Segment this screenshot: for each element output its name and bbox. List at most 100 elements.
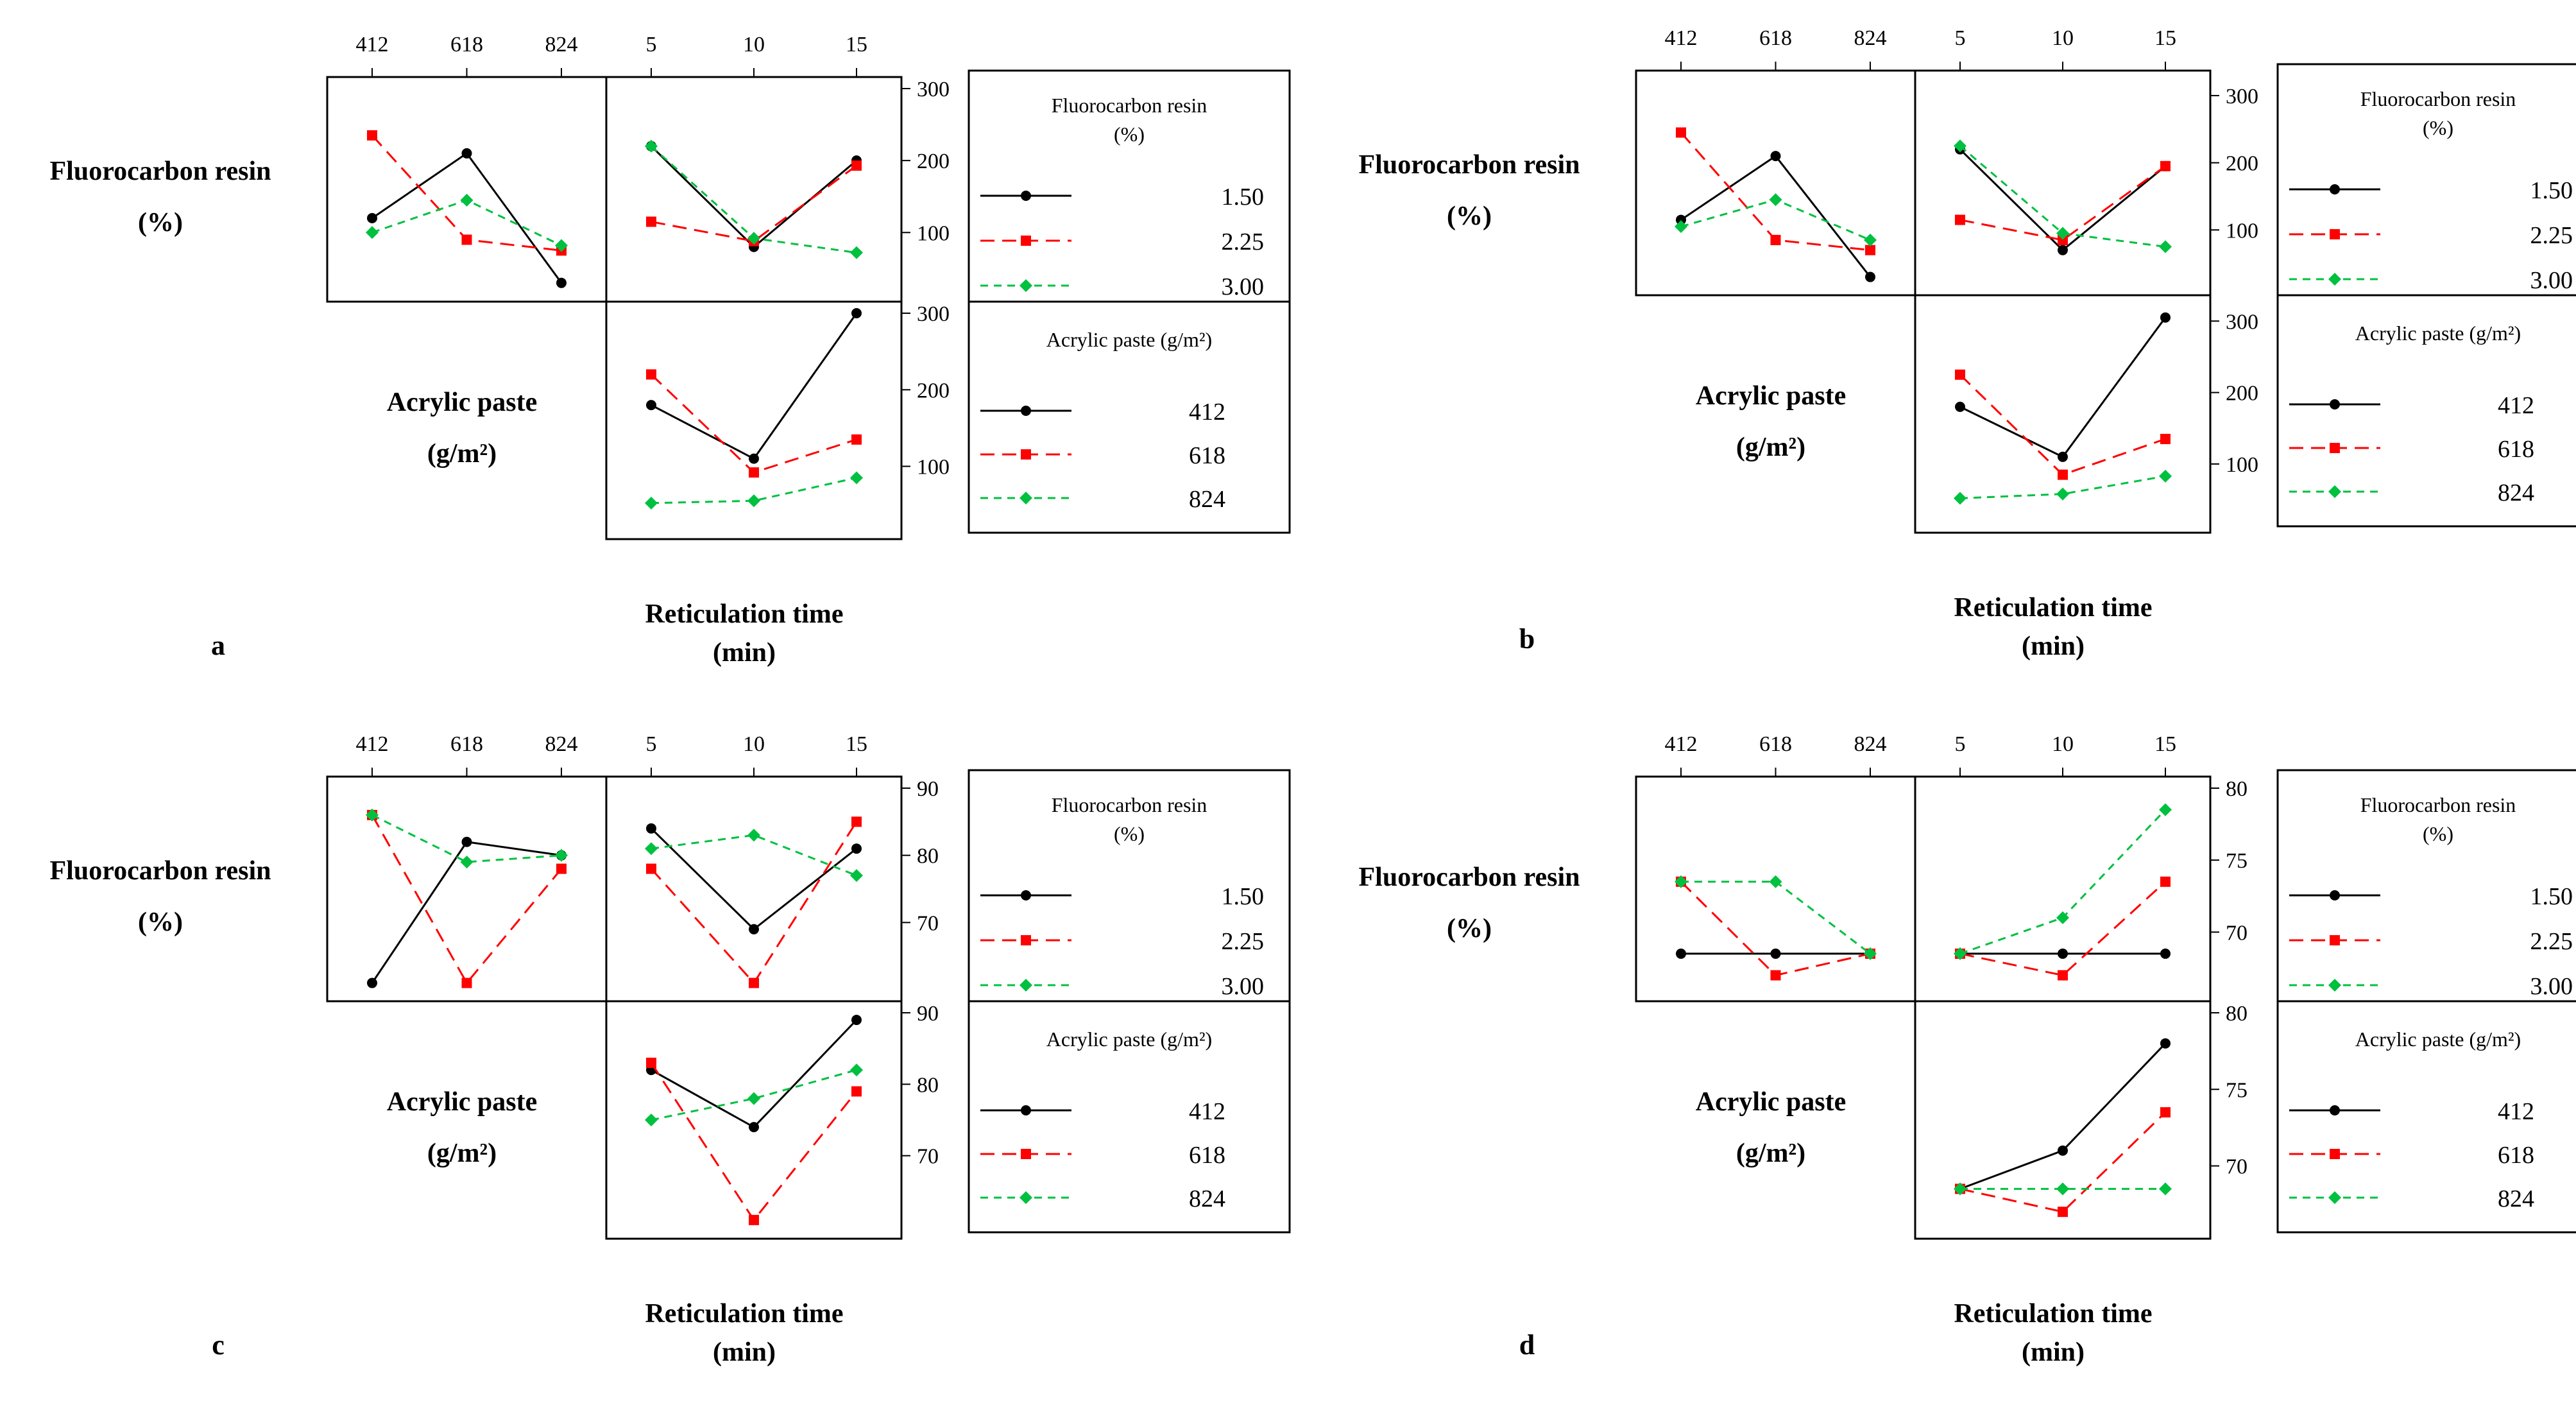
legend-marker xyxy=(1019,1191,1032,1204)
fr-vs-time-point xyxy=(2159,803,2172,816)
fr-vs-time-point xyxy=(749,977,759,988)
legend-title-fluorocarbon: Fluorocarbon resin xyxy=(2360,793,2516,816)
legend-marker xyxy=(1019,279,1032,292)
legend-acrylic-box xyxy=(968,300,1291,534)
legend-entry-acrylic: 618 xyxy=(2498,1142,2534,1169)
fr-vs-time-point xyxy=(646,216,656,227)
acrylic-vs-time-point xyxy=(851,1086,862,1097)
legend-marker xyxy=(1021,935,1031,945)
fr-vs-time-point xyxy=(1954,139,1966,153)
legend-title-fluorocarbon: Fluorocarbon resin xyxy=(1052,94,1207,117)
row-label-fluorocarbon-unit: (%) xyxy=(138,908,183,937)
fr-vs-acrylic-point xyxy=(461,148,472,159)
legend-marker xyxy=(2330,890,2340,900)
legend-marker xyxy=(1021,1105,1031,1115)
legend-entry-acrylic: 824 xyxy=(1189,1185,1225,1212)
fr-vs-acrylic-point xyxy=(367,130,377,141)
fr-vs-time-point xyxy=(646,863,656,874)
legend-marker xyxy=(1021,406,1031,416)
legend-entry-acrylic: 824 xyxy=(1189,486,1225,513)
legend-entry-acrylic: 618 xyxy=(1189,442,1225,469)
acrylic-vs-time-point xyxy=(850,1063,863,1077)
y-tick-label: 80 xyxy=(2226,777,2248,801)
x-tick-label-acrylic: 618 xyxy=(450,33,483,56)
legend-marker xyxy=(2328,485,2341,498)
legend-acrylic-box xyxy=(2276,1000,2576,1234)
fr-vs-time-line-2 xyxy=(650,821,858,985)
fr-vs-acrylic-point xyxy=(460,856,473,869)
fr-vs-acrylic-point xyxy=(1864,233,1877,246)
acrylic-vs-time-point xyxy=(749,1122,759,1133)
acrylic-vs-time-point xyxy=(851,434,862,445)
x-axis-unit: (min) xyxy=(713,638,776,667)
fr-vs-acrylic-point xyxy=(1675,875,1687,888)
row-label-fluorocarbon: Fluorocarbon resin xyxy=(1359,150,1580,180)
fr-vs-time-point xyxy=(2058,245,2068,255)
fr-vs-acrylic-point xyxy=(460,193,473,207)
acrylic-vs-time-point xyxy=(2058,451,2068,462)
x-axis-title: Reticulation time xyxy=(1954,1299,2152,1329)
legend-title-acrylic: Acrylic paste (g/m²) xyxy=(2355,1028,2521,1051)
fr-vs-acrylic-line-3 xyxy=(371,814,562,863)
legend-title-fluorocarbon: Fluorocarbon resin xyxy=(1052,793,1207,816)
fr-vs-acrylic-point xyxy=(1865,271,1875,282)
y-tick-label: 80 xyxy=(2226,1002,2248,1026)
acrylic-vs-time-point xyxy=(2058,1145,2068,1156)
fr-vs-acrylic-point xyxy=(461,977,472,988)
row-label-acrylic: Acrylic paste xyxy=(1696,1087,1846,1117)
fr-vs-acrylic-point xyxy=(366,226,379,239)
legend-entry-acrylic: 618 xyxy=(1189,1142,1225,1169)
x-tick-label-acrylic: 412 xyxy=(1665,26,1698,50)
fr-vs-time-point xyxy=(2160,160,2171,171)
y-tick-label: 200 xyxy=(2226,152,2258,176)
y-tick-label: 300 xyxy=(917,78,950,101)
y-tick-label: 75 xyxy=(2226,1078,2248,1102)
fr-vs-time-point xyxy=(645,139,658,153)
x-tick-label-time: 10 xyxy=(743,732,765,756)
fr-vs-time-point xyxy=(2058,970,2068,981)
legend-marker xyxy=(2330,1149,2340,1159)
row-label-acrylic-unit: (g/m²) xyxy=(427,439,497,469)
legend-entry-acrylic: 412 xyxy=(1189,399,1225,426)
y-tick-label: 75 xyxy=(2226,849,2248,873)
y-tick-label: 100 xyxy=(917,456,950,479)
fr-vs-time-point xyxy=(851,843,862,854)
fr-vs-time-point xyxy=(2058,948,2068,959)
x-axis-title: Reticulation time xyxy=(645,1299,843,1329)
acrylic-vs-time-point xyxy=(2058,1207,2068,1218)
legend-entry-fluorocarbon: 3.00 xyxy=(2530,973,2573,1000)
acrylic-vs-time-point xyxy=(2159,469,2172,483)
x-tick-label-time: 10 xyxy=(2052,26,2074,50)
legend-entry-fluorocarbon: 1.50 xyxy=(1222,184,1265,211)
fr-vs-acrylic-point xyxy=(1676,948,1686,959)
legend-acrylic-box xyxy=(2276,294,2576,528)
acrylic-vs-time-point xyxy=(2160,433,2171,444)
fr-vs-time-point xyxy=(747,232,760,245)
panel-d: 412 618 824 5 10 15 70 75 80 70 75 80 Fluorocarbon r… xyxy=(1359,732,2576,1367)
fr-vs-time-point xyxy=(2159,240,2172,254)
panel-letter: b xyxy=(1519,623,1535,655)
acrylic-vs-time-line-1 xyxy=(1959,316,2167,458)
acrylic-vs-time-point xyxy=(851,308,862,318)
fr-vs-time-point xyxy=(645,842,658,856)
legend-marker xyxy=(2330,443,2340,453)
fr-vs-acrylic-point xyxy=(555,239,568,252)
x-tick-label-acrylic: 412 xyxy=(1665,732,1698,756)
legend-entry-fluorocarbon: 1.50 xyxy=(2530,177,2573,204)
panel-c: 412 618 824 5 10 15 70 80 90 70 80 90 Fluorocarbon r… xyxy=(50,732,1291,1367)
fr-vs-time-point xyxy=(2058,234,2068,245)
legend-entry-acrylic: 824 xyxy=(2498,479,2534,506)
row-label-fluorocarbon: Fluorocarbon resin xyxy=(50,856,271,886)
x-axis-unit: (min) xyxy=(2022,1338,2085,1367)
x-tick-label-time: 10 xyxy=(2052,732,2074,756)
fr-vs-time-point xyxy=(1955,214,1965,225)
x-axis-title: Reticulation time xyxy=(1954,593,2152,623)
y-tick-label: 70 xyxy=(2226,1155,2248,1179)
fr-vs-acrylic-point xyxy=(366,808,379,822)
legend-marker xyxy=(2330,229,2340,239)
top-plot-frame xyxy=(326,775,903,1003)
row-label-fluorocarbon: Fluorocarbon resin xyxy=(50,157,271,186)
y-tick-label: 300 xyxy=(917,302,950,326)
fr-vs-acrylic-point xyxy=(1770,970,1781,981)
legend-entry-acrylic: 412 xyxy=(2498,392,2534,419)
